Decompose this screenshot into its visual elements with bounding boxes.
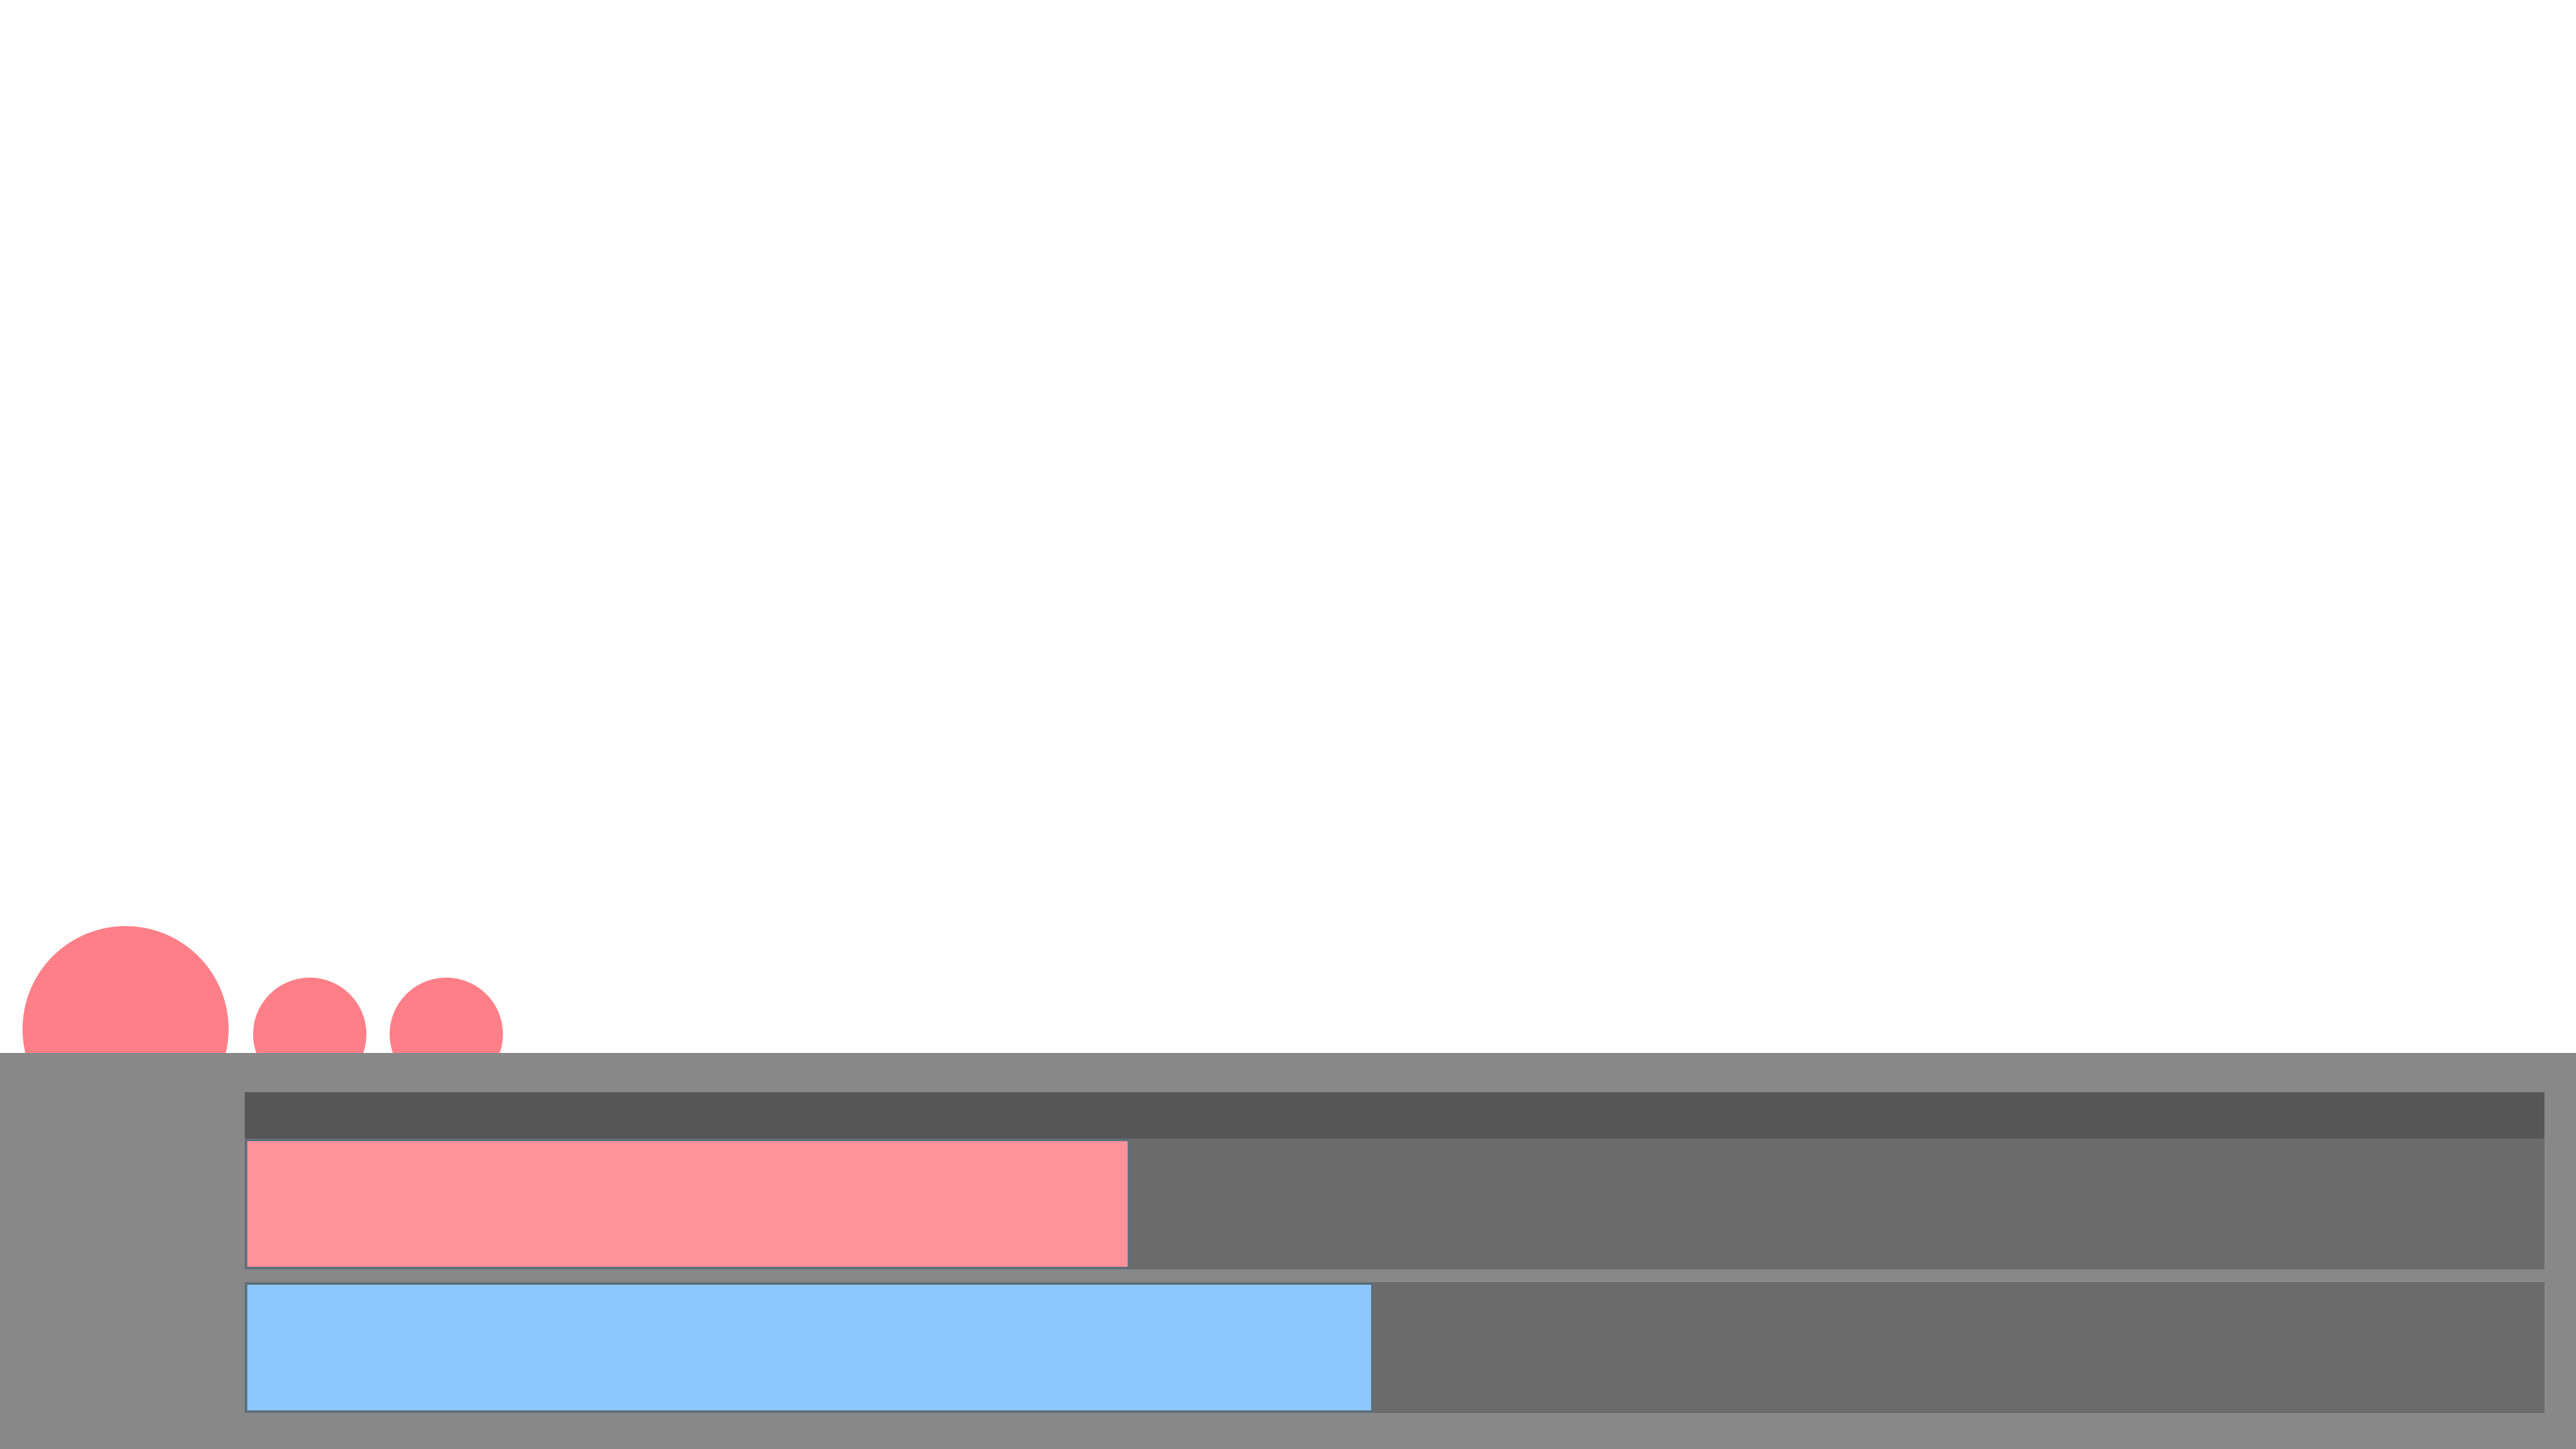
game-stage	[0, 0, 2576, 1053]
hud-header-bar	[245, 1092, 2544, 1139]
mana-bar-fill	[245, 1282, 1374, 1413]
health-bar	[245, 1139, 2544, 1269]
health-bar-fill	[245, 1139, 1130, 1269]
mana-bar	[245, 1282, 2544, 1413]
hud-panel	[0, 1053, 2576, 1449]
